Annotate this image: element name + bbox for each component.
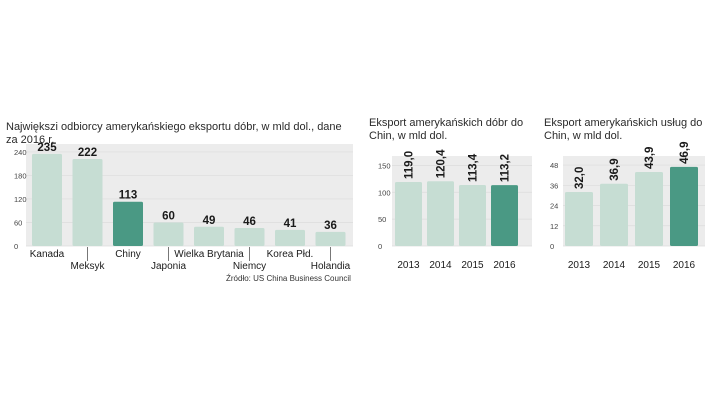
chart-1-value-label: 60 <box>162 210 175 222</box>
chart-1-y-tick-label: 0 <box>14 242 18 251</box>
chart-1-value-label: 235 <box>37 142 57 154</box>
chart-2-value-label: 120,4 <box>436 149 448 178</box>
chart-2-category-label: 2014 <box>429 260 452 271</box>
chart-3-category-label: 2016 <box>673 260 696 271</box>
chart-1-value-label: 222 <box>78 147 97 159</box>
chart-1-bar <box>315 231 346 246</box>
chart-2-category-label: 2013 <box>397 260 420 271</box>
chart-1-bar <box>153 222 184 246</box>
chart-3-y-tick-label: 0 <box>550 242 554 251</box>
chart-1-value-label: 113 <box>119 190 138 202</box>
source-note: Źródło: US China Business Council <box>226 274 351 283</box>
chart-3-value-label: 43,9 <box>644 147 656 169</box>
chart-1-bar <box>32 153 62 246</box>
chart-1-category-label: Niemcy <box>233 261 266 272</box>
chart-2-y-tick-label: 0 <box>378 242 382 251</box>
chart-3-y-tick-label: 12 <box>550 222 558 231</box>
chart-1-category-label: Meksyk <box>71 261 106 272</box>
chart-2-bar <box>395 182 422 246</box>
chart-2-value-label: 113,4 <box>468 153 480 182</box>
chart-1-bar <box>234 227 265 246</box>
chart-1-category-label: Wielka Brytania <box>174 249 244 260</box>
chart-3-category-label: 2014 <box>603 260 626 271</box>
chart-3-value-label: 36,9 <box>609 158 621 180</box>
chart-3-category-label: 2015 <box>638 260 661 271</box>
chart-2-category-label: 2016 <box>493 260 516 271</box>
chart-3-y-tick-label: 36 <box>550 181 558 190</box>
chart-1-category-label: Chiny <box>115 249 141 260</box>
chart-1-category-label: Kanada <box>30 249 65 260</box>
chart-3-bar <box>600 183 628 246</box>
chart-2-category-label: 2015 <box>461 260 484 271</box>
chart-1-bar <box>194 226 224 246</box>
chart-2-title: Eksport amerykańskich dóbr do Chin, w ml… <box>369 117 524 142</box>
chart-1-category-label: Holandia <box>311 261 351 272</box>
chart-1-value-label: 41 <box>284 218 297 230</box>
chart-1-y-tick-label: 60 <box>14 218 22 227</box>
chart-2-y-tick-label: 50 <box>378 215 386 224</box>
chart-1-title: Największi odbiorcy amerykańskiego ekspo… <box>6 121 342 146</box>
chart-2-y-tick-label: 100 <box>378 188 391 197</box>
chart-3-category-label: 2013 <box>568 260 591 271</box>
chart-1-value-label: 36 <box>324 220 337 232</box>
chart-3-y-tick-label: 24 <box>550 202 558 211</box>
chart-2-y-tick-label: 150 <box>378 161 391 170</box>
chart-1-y-tick-label: 120 <box>14 195 27 204</box>
chart-3-y-tick-label: 48 <box>550 161 558 170</box>
chart-3-bar <box>565 192 593 246</box>
chart-3-bar <box>635 171 663 246</box>
chart-1-value-label: 49 <box>203 215 216 227</box>
chart-2-value-label: 119,0 <box>404 151 416 179</box>
chart-1-bar <box>113 201 143 246</box>
chart-1-value-label: 46 <box>243 216 256 228</box>
chart-3-bar <box>670 166 698 246</box>
chart-1-y-tick-label: 180 <box>14 171 27 180</box>
chart-3-title: Eksport amerykańskich usług do Chin, w m… <box>544 117 703 142</box>
chart-1-y-tick-label: 240 <box>14 148 27 157</box>
chart-1-bar <box>72 158 103 246</box>
chart-1-category-label: Korea Płd. <box>267 249 314 260</box>
chart-1-category-label: Japonia <box>151 261 186 272</box>
chart-1-bar <box>275 229 305 246</box>
chart-2-bar <box>491 185 518 246</box>
chart-2-bar <box>459 185 486 246</box>
chart-2-value-label: 113,2 <box>500 154 512 182</box>
chart-3-value-label: 46,9 <box>679 142 691 164</box>
chart-3-value-label: 32,0 <box>574 167 586 189</box>
chart-2-bar <box>427 181 454 246</box>
